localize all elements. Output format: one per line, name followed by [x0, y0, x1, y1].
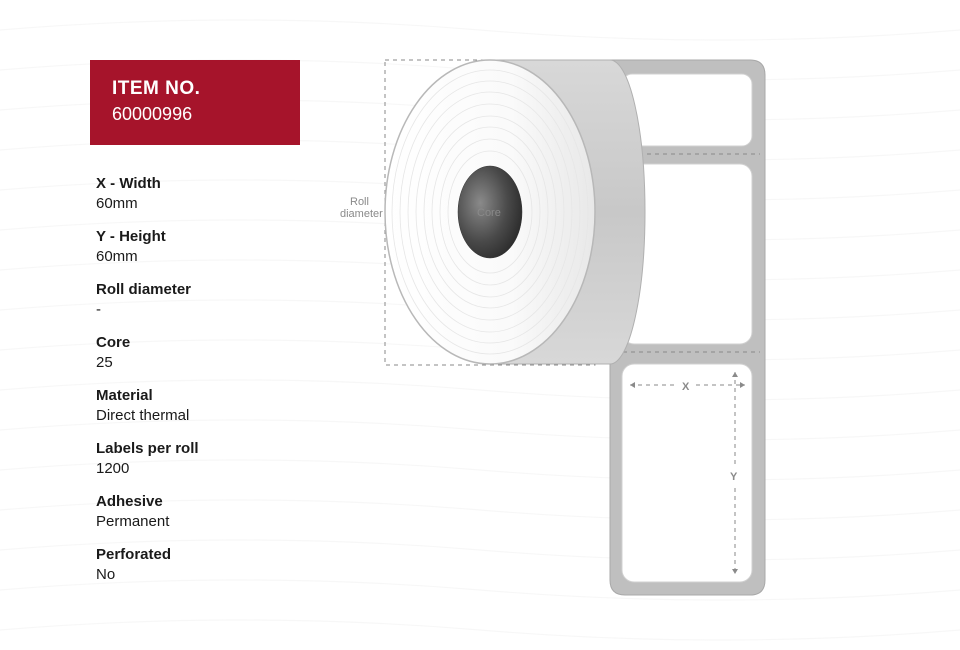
- spec-panel: ITEM NO. 60000996 X - Width 60mm Y - Hei…: [90, 60, 320, 599]
- spec-width-label: X - Width: [96, 175, 320, 192]
- item-number-label: ITEM NO.: [112, 78, 278, 100]
- spec-rolldia: Roll diameter -: [90, 281, 320, 318]
- spec-perforated-value: No: [96, 566, 320, 583]
- spec-height: Y - Height 60mm: [90, 228, 320, 265]
- item-number-value: 60000996: [112, 104, 278, 125]
- spec-core-value: 25: [96, 354, 320, 371]
- spec-adhesive-label: Adhesive: [96, 493, 320, 510]
- spec-height-value: 60mm: [96, 248, 320, 265]
- spec-height-label: Y - Height: [96, 228, 320, 245]
- spec-width: X - Width 60mm: [90, 175, 320, 212]
- spec-core: Core 25: [90, 334, 320, 371]
- spec-width-value: 60mm: [96, 195, 320, 212]
- spec-rolldia-label: Roll diameter: [96, 281, 320, 298]
- spec-perforated-label: Perforated: [96, 546, 320, 563]
- item-number-box: ITEM NO. 60000996: [90, 60, 300, 145]
- spec-material-value: Direct thermal: [96, 407, 320, 424]
- spec-material-label: Material: [96, 387, 320, 404]
- spec-labelsper-label: Labels per roll: [96, 440, 320, 457]
- spec-rolldia-value: -: [96, 301, 320, 318]
- spec-labelsper: Labels per roll 1200: [90, 440, 320, 477]
- spec-perforated: Perforated No: [90, 546, 320, 583]
- spec-labelsper-value: 1200: [96, 460, 320, 477]
- spec-core-label: Core: [96, 334, 320, 351]
- spec-adhesive: Adhesive Permanent: [90, 493, 320, 530]
- spec-material: Material Direct thermal: [90, 387, 320, 424]
- spec-adhesive-value: Permanent: [96, 513, 320, 530]
